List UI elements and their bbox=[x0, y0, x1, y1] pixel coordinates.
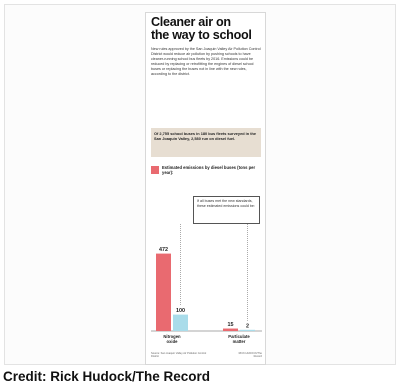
bar-value-label-1-0: 100 bbox=[176, 308, 185, 314]
bar-standard-1 bbox=[240, 330, 255, 331]
image-frame: Cleaner air on the way to school New rul… bbox=[4, 4, 396, 365]
bar-value-label-0-0: 472 bbox=[159, 247, 168, 253]
note-box: If all buses met the new standards, thes… bbox=[193, 196, 260, 224]
bar-value-label-1-1: 2 bbox=[246, 323, 249, 329]
bar-current-1 bbox=[223, 329, 238, 331]
category-label-0-1: oxide bbox=[167, 339, 179, 344]
infographic: Cleaner air on the way to school New rul… bbox=[145, 12, 266, 365]
category-label-1-1: matter bbox=[233, 339, 246, 344]
bar-current-0 bbox=[156, 254, 171, 331]
bar-value-label-0-1: 15 bbox=[228, 322, 234, 328]
bar-standard-0 bbox=[173, 315, 188, 331]
artist-credit: RICK HUDOCK/The Record bbox=[231, 352, 262, 359]
image-credit: Credit: Rick Hudock/The Record bbox=[3, 369, 210, 385]
source-text: Source: San Joaquin Valley Air Pollution… bbox=[151, 352, 207, 359]
